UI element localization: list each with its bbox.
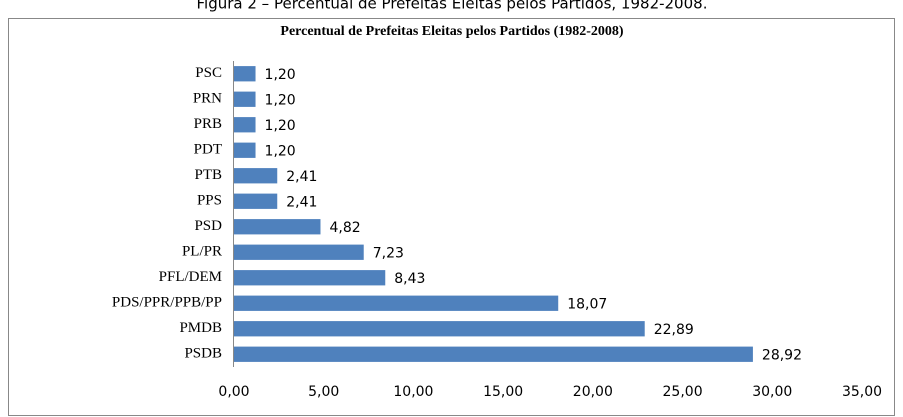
- value-label: 4,82: [329, 220, 360, 236]
- y-tick-label: PMDB: [179, 320, 222, 336]
- y-tick-label: PTB: [194, 167, 222, 183]
- bar: [234, 346, 753, 362]
- bar: [234, 66, 256, 82]
- y-tick-label: PRN: [193, 91, 222, 107]
- x-tick-label: 30,00: [752, 384, 792, 400]
- value-label: 28,92: [762, 347, 802, 363]
- figure-caption: Figura 2 – Percentual de Prefeitas Eleit…: [197, 0, 708, 13]
- bar: [234, 117, 256, 133]
- bar: [234, 321, 645, 337]
- x-tick-label: 0,00: [218, 384, 249, 400]
- y-tick-label: PDT: [194, 142, 222, 158]
- value-label: 22,89: [654, 322, 694, 338]
- x-tick-label: 20,00: [573, 384, 613, 400]
- x-tick-label: 15,00: [483, 384, 523, 400]
- value-label: 7,23: [373, 245, 404, 261]
- value-label: 2,41: [286, 194, 317, 210]
- y-tick-label: PSD: [194, 218, 222, 234]
- value-label: 1,20: [265, 92, 296, 108]
- value-label: 1,20: [265, 118, 296, 134]
- value-label: 1,20: [265, 67, 296, 83]
- y-tick-label: PDS/PPR/PPB/PP: [112, 295, 222, 311]
- bar: [234, 193, 278, 209]
- y-tick-label: PPS: [197, 193, 222, 209]
- x-tick-label: 10,00: [393, 384, 433, 400]
- bar: [234, 295, 559, 311]
- bar: [234, 168, 278, 184]
- bar: [234, 91, 256, 107]
- x-tick-label: 25,00: [663, 384, 703, 400]
- x-tick-label: 35,00: [842, 384, 882, 400]
- y-tick-label: PRB: [194, 116, 222, 132]
- y-tick-label: PSC: [195, 65, 222, 81]
- bar: [234, 244, 364, 260]
- value-label: 18,07: [567, 296, 607, 312]
- value-label: 1,20: [265, 143, 296, 159]
- bar: [234, 219, 321, 235]
- y-tick-label: PL/PR: [182, 244, 222, 260]
- x-tick-label: 5,00: [308, 384, 339, 400]
- bar: [234, 142, 256, 158]
- chart-title: Percentual de Prefeitas Eleitas pelos Pa…: [280, 24, 624, 39]
- value-label: 8,43: [394, 271, 425, 287]
- y-tick-label: PSDB: [184, 346, 222, 362]
- value-label: 2,41: [286, 169, 317, 185]
- bar: [234, 270, 386, 286]
- y-tick-label: PFL/DEM: [159, 269, 222, 285]
